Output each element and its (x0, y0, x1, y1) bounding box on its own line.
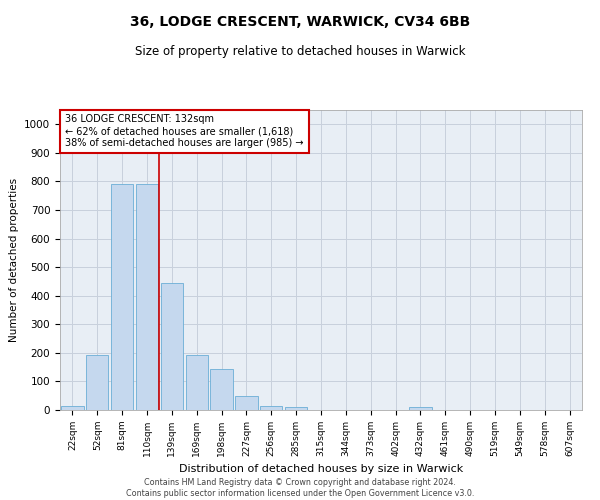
Bar (185, 355, 208, 410)
Bar (211, 369, 233, 410)
Bar (409, 406, 431, 410)
Text: Contains HM Land Registry data © Crown copyright and database right 2024.
Contai: Contains HM Land Registry data © Crown c… (126, 478, 474, 498)
X-axis label: Distribution of detached houses by size in Warwick: Distribution of detached houses by size … (179, 464, 463, 474)
Text: 36 LODGE CRESCENT: 132sqm
← 62% of detached houses are smaller (1,618)
38% of se: 36 LODGE CRESCENT: 132sqm ← 62% of detac… (65, 114, 304, 148)
Bar (235, 396, 257, 410)
Bar (136, 184, 158, 410)
Bar (111, 184, 133, 410)
Y-axis label: Number of detached properties: Number of detached properties (8, 178, 19, 342)
Bar (285, 407, 307, 410)
Text: Size of property relative to detached houses in Warwick: Size of property relative to detached ho… (135, 45, 465, 58)
Bar (161, 284, 183, 410)
Bar (86, 355, 109, 410)
Bar (61, 406, 83, 410)
Text: 36, LODGE CRESCENT, WARWICK, CV34 6BB: 36, LODGE CRESCENT, WARWICK, CV34 6BB (130, 15, 470, 29)
Bar (260, 406, 283, 410)
